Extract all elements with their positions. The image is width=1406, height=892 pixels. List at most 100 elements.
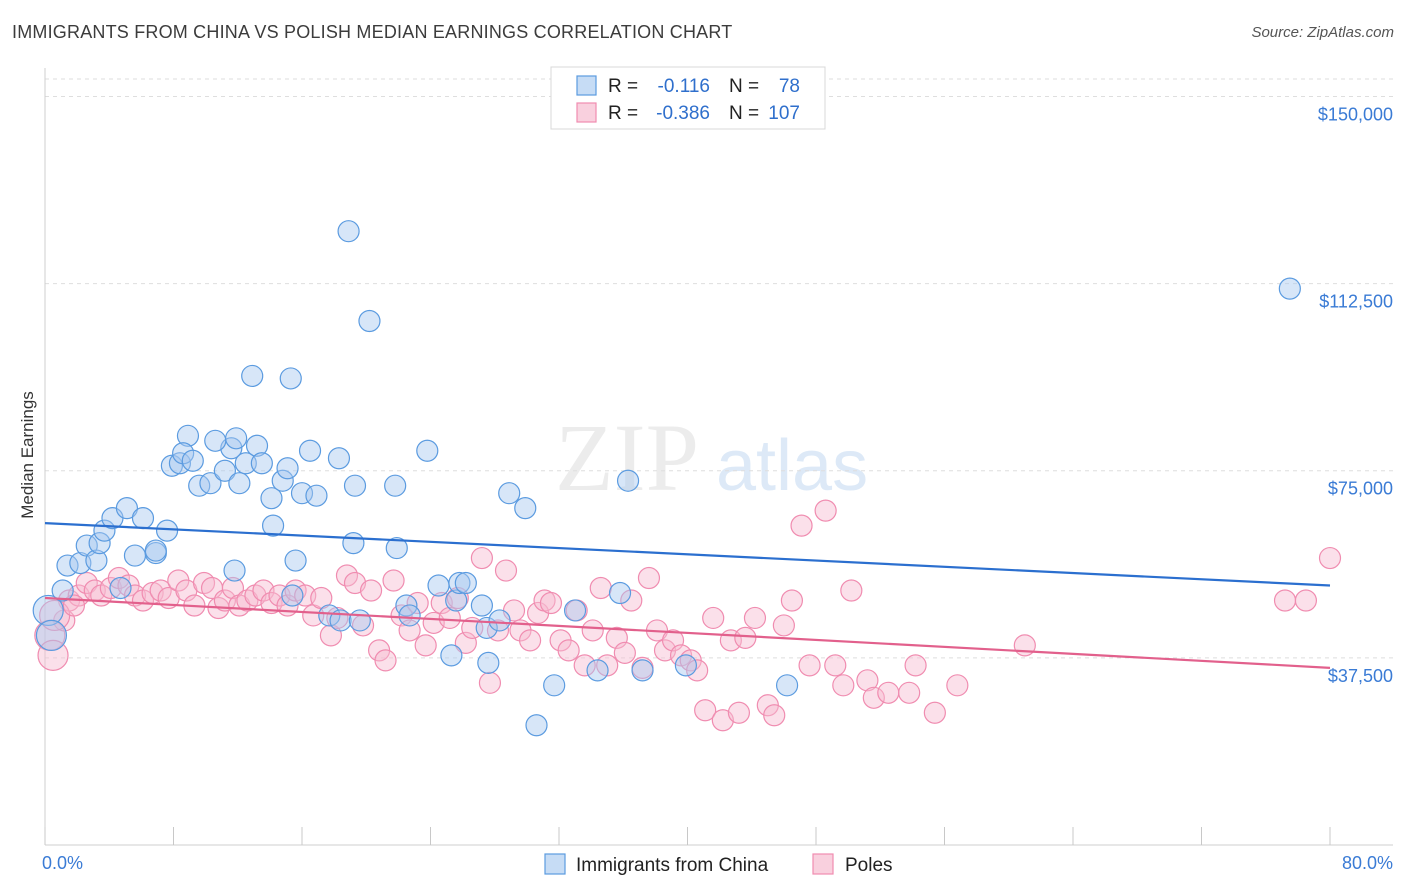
- legend-n-value-china: 78: [779, 76, 800, 97]
- china-point: [543, 674, 566, 697]
- china-point: [223, 559, 246, 582]
- china-point: [260, 487, 283, 510]
- poles-point: [727, 701, 751, 724]
- china-point: [204, 429, 227, 452]
- china-point: [155, 519, 179, 542]
- poles-point: [862, 686, 885, 709]
- poles-point: [856, 669, 879, 692]
- china-point: [51, 579, 74, 602]
- china-point: [470, 594, 493, 617]
- china-point: [498, 482, 521, 505]
- legend-r-value-poles: -0.386: [656, 103, 710, 124]
- china-point: [160, 454, 183, 477]
- poles-point: [824, 654, 847, 677]
- china-point: [109, 576, 132, 600]
- china-point: [514, 497, 537, 520]
- china-point: [234, 452, 257, 475]
- poles-point: [1273, 589, 1297, 612]
- poles-point: [904, 654, 927, 677]
- china-point: [276, 457, 299, 480]
- legend-r-label-poles: R =: [608, 103, 638, 124]
- legend-swatch-poles: [576, 102, 597, 123]
- china-point: [384, 474, 407, 497]
- china-point: [348, 609, 371, 632]
- china-point: [88, 531, 111, 555]
- poles-point: [414, 634, 437, 657]
- axes: [44, 68, 1393, 846]
- poles-point: [877, 681, 900, 704]
- poles-point: [694, 699, 717, 722]
- china-point: [69, 551, 92, 575]
- china-point: [279, 367, 302, 390]
- china-point: [398, 604, 421, 627]
- source-label: Source: ZipAtlas.com: [1251, 24, 1394, 41]
- poles-point: [557, 639, 580, 662]
- china-point: [416, 439, 439, 462]
- legend-swatch-china: [576, 75, 597, 96]
- poles-point: [213, 589, 236, 612]
- poles-point: [840, 579, 863, 602]
- china-point: [176, 424, 200, 447]
- china-point: [305, 484, 328, 507]
- legend-n-label-poles: N =: [729, 103, 759, 124]
- y-tick-label: $112,500: [1319, 292, 1393, 312]
- china-point: [225, 427, 248, 450]
- poles-point: [613, 641, 636, 664]
- china-point: [1278, 277, 1301, 300]
- china-point: [228, 472, 251, 495]
- bottom-legend-label-china: Immigrants from China: [576, 855, 769, 876]
- china-point: [385, 536, 408, 560]
- poles-point: [1294, 589, 1318, 612]
- y-tick-labels: $150,000 $112,500 $75,000 $37,500: [1318, 104, 1393, 685]
- china-point: [337, 220, 360, 243]
- y-axis-label: Median Earnings: [18, 391, 37, 519]
- china-point: [477, 651, 500, 674]
- china-point: [284, 549, 307, 572]
- china-point: [343, 474, 367, 497]
- china-point: [213, 459, 236, 482]
- china-point: [616, 469, 640, 492]
- poles-point: [620, 589, 643, 612]
- chart-title: IMMIGRANTS FROM CHINA VS POLISH MEDIAN E…: [12, 22, 733, 42]
- poles-point: [1318, 546, 1342, 570]
- poles-point: [374, 649, 397, 672]
- poles-point: [832, 674, 855, 697]
- china-point: [290, 482, 314, 505]
- china-point: [488, 609, 511, 632]
- x-tick-label-right: 80.0%: [1342, 853, 1393, 873]
- bottom-legend-swatch-poles: [812, 853, 834, 875]
- china-point: [775, 674, 799, 697]
- poles-point: [470, 546, 493, 570]
- series-poles-points: [34, 499, 1342, 732]
- china-point: [445, 589, 468, 612]
- poles-point: [573, 654, 596, 677]
- legend-r-label-china: R =: [608, 76, 638, 97]
- china-point: [281, 584, 304, 607]
- poles-point: [686, 659, 709, 682]
- poles-point: [798, 654, 821, 677]
- poles-point: [780, 589, 804, 612]
- poles-point: [406, 591, 429, 615]
- china-point: [115, 497, 139, 520]
- poles-point: [923, 701, 946, 724]
- poles-point: [382, 569, 405, 592]
- watermark-atlas: atlas: [716, 426, 868, 506]
- china-point: [35, 619, 68, 652]
- watermark: ZIP atlas: [555, 404, 868, 511]
- china-point: [525, 714, 548, 737]
- china-point: [271, 469, 294, 492]
- china-point: [448, 571, 471, 595]
- y-tick-label: $150,000: [1318, 104, 1393, 124]
- poles-point: [790, 514, 813, 537]
- y-tick-label: $37,500: [1328, 666, 1393, 686]
- poles-point: [763, 704, 786, 727]
- china-point: [245, 434, 269, 457]
- china-point: [144, 539, 167, 562]
- poles-point: [518, 629, 542, 652]
- china-point: [440, 644, 463, 667]
- china-point: [85, 549, 108, 572]
- china-point: [586, 659, 609, 682]
- poles-point: [581, 619, 604, 642]
- poles-point: [359, 579, 383, 602]
- china-point: [261, 514, 285, 537]
